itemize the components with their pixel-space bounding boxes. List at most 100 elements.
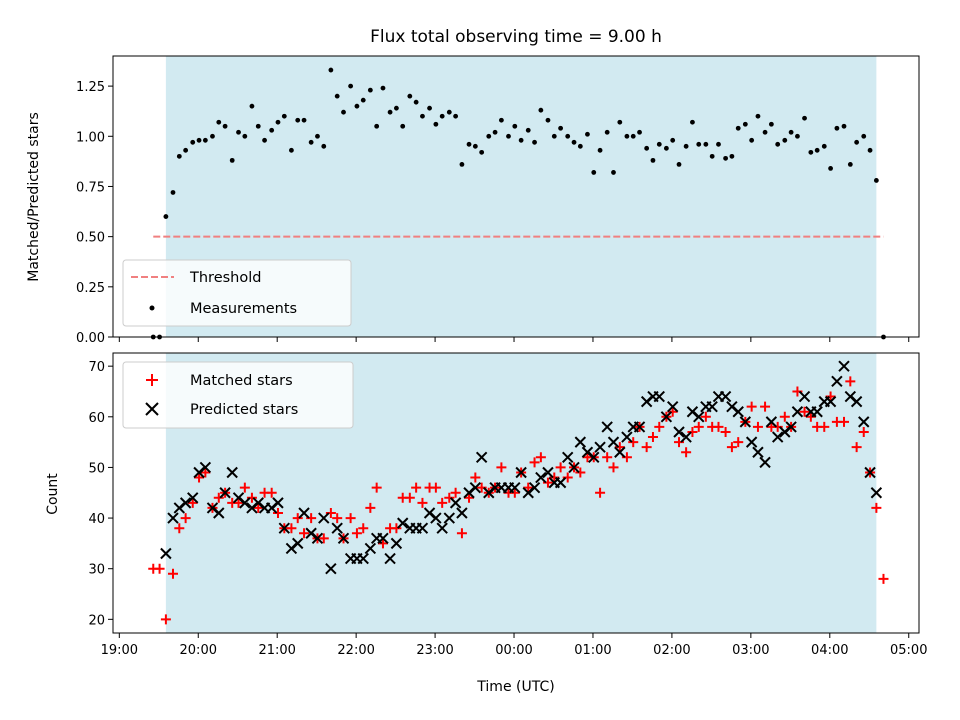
counts-x-point-97: [798, 390, 811, 403]
counts-x-point-3: [179, 497, 192, 509]
ratio-dot-point-28: [334, 93, 340, 99]
counts-plus-point-79: [667, 406, 678, 417]
ratio-dot-point-109: [867, 147, 873, 153]
counts-x-point-106: [858, 416, 870, 428]
ratio-dot-point-104: [834, 125, 840, 131]
counts-plus-point-49: [470, 472, 481, 483]
ratio-dot-point-40: [413, 99, 419, 105]
counts-plus-point-92: [752, 421, 763, 432]
counts-plus-point-23: [299, 528, 310, 539]
ratio-dot-point-101: [814, 147, 820, 153]
ratio-dot-point-52: [492, 129, 498, 135]
ratio-panel: 0.00 0.25 0.50 0.75 1.00 1.25 Matched/Predict…: [26, 55, 920, 346]
ratio-dot-point-54: [506, 133, 511, 139]
x-axis-title: Time (UTC): [476, 679, 554, 695]
ratio-dot-point-32: [360, 97, 366, 103]
ratio-dot-point-51: [486, 133, 492, 139]
ratio-dot-point-99: [802, 115, 807, 121]
counts-plus-point-4: [174, 523, 185, 534]
ratio-dot-point-78: [663, 145, 669, 151]
ratio-dot-point-13: [236, 129, 241, 135]
counts-plus-point-34: [371, 482, 382, 493]
ratio-dot-point-106: [847, 161, 853, 167]
ratio-dot-point-45: [446, 109, 452, 115]
counts-x-point-102: [831, 375, 843, 388]
counts-plus-point-87: [720, 426, 731, 437]
counts-x-point-12: [239, 497, 251, 509]
counts-x-point-92: [765, 416, 778, 428]
counts-x-point-44: [449, 497, 462, 509]
counts-plus-point-5: [180, 513, 191, 524]
counts-x-point-85: [719, 390, 732, 403]
ratio-dot-point-17: [262, 137, 267, 143]
counts-x-point-95: [785, 421, 797, 433]
counts-x-point-72: [633, 421, 646, 433]
counts-plus-point-84: [700, 411, 711, 422]
counts-plus-point-33: [365, 502, 376, 513]
ratio-dot-point-8: [202, 137, 208, 143]
ratio-dot-point-74: [637, 129, 642, 135]
counts-plus-point-7: [194, 472, 205, 483]
ratio-y-ticks: 0.00 0.25 0.50 0.75 1.00 1.25: [76, 80, 113, 346]
counts-x-point-24: [318, 512, 330, 524]
x-tick-label-4: 23:00: [416, 643, 453, 658]
counts-plus-point-14: [239, 482, 250, 493]
ratio-dot-point-71: [617, 119, 623, 125]
ratio-dot-point-55: [512, 123, 518, 129]
counts-x-point-4: [187, 492, 199, 504]
ratio-legend: Threshold Measurements: [122, 259, 352, 327]
counts-plus-point-58: [529, 457, 540, 468]
counts-x-point-8: [213, 507, 225, 519]
counts-x-point-63: [574, 436, 587, 448]
counts-plus-point-40: [411, 482, 422, 493]
ratio-dot-point-95: [775, 141, 781, 147]
ratio-y-tick-label-0: 0.00: [76, 331, 105, 346]
ratio-dot-point-107: [854, 139, 860, 145]
counts-plus-point-2: [160, 614, 171, 625]
ratio-y-tick-label-3: 0.75: [76, 180, 105, 195]
counts-x-point-60: [554, 476, 567, 489]
counts-plus-point-22: [292, 513, 303, 524]
ratio-dot-point-57: [525, 127, 531, 133]
counts-plus-point-106: [845, 376, 856, 387]
counts-plus-point-76: [647, 432, 658, 443]
ratio-dot-point-65: [577, 143, 583, 149]
ratio-dot-point-6: [190, 139, 196, 145]
x-tick-label-0: 19:00: [101, 643, 138, 658]
counts-plus-point-16: [253, 502, 264, 513]
ratio-dot-point-61: [551, 133, 557, 139]
counts-x-point-6: [199, 461, 212, 474]
ratio-dot-point-97: [788, 129, 794, 135]
counts-y-tick-label-0: 20: [88, 613, 105, 628]
counts-x-point-75: [653, 390, 665, 403]
ratio-dot-point-23: [301, 117, 307, 123]
ratio-dot-point-16: [255, 123, 261, 129]
ratio-dot-point-79: [670, 137, 676, 143]
ratio-dot-point-42: [427, 105, 432, 111]
counts-x-point-83: [706, 400, 718, 413]
ratio-dot-point-92: [755, 113, 761, 119]
ratio-dot-point-50: [479, 149, 485, 155]
counts-y-tick-label-5: 70: [88, 360, 105, 375]
counts-plus-point-31: [351, 528, 362, 539]
counts-x-point-31: [364, 542, 377, 555]
counts-plus-point-107: [851, 442, 862, 453]
ratio-dot-point-105: [841, 123, 847, 129]
ratio-dot-point-4: [176, 153, 182, 159]
ratio-dot-point-36: [387, 109, 393, 115]
counts-x-point-77: [666, 400, 679, 413]
ratio-dot-point-84: [703, 141, 709, 147]
ratio-y-tick-label-1: 0.25: [76, 281, 105, 296]
ratio-dot-point-64: [571, 139, 577, 145]
counts-plus-point-10: [213, 492, 224, 503]
counts-x-point-105: [850, 395, 863, 408]
ratio-legend-box: [122, 259, 352, 327]
ratio-dot-point-100: [808, 149, 814, 155]
counts-plus-point-102: [819, 421, 830, 432]
ratio-x-ticks: [118, 337, 910, 342]
legend-measurements-label: Measurements: [190, 301, 297, 317]
chart-title: Flux total observing time = 9.00 h: [370, 27, 662, 47]
ratio-dot-point-59: [538, 107, 544, 113]
counts-plus-point-71: [614, 442, 625, 453]
counts-x-point-79: [680, 431, 692, 443]
